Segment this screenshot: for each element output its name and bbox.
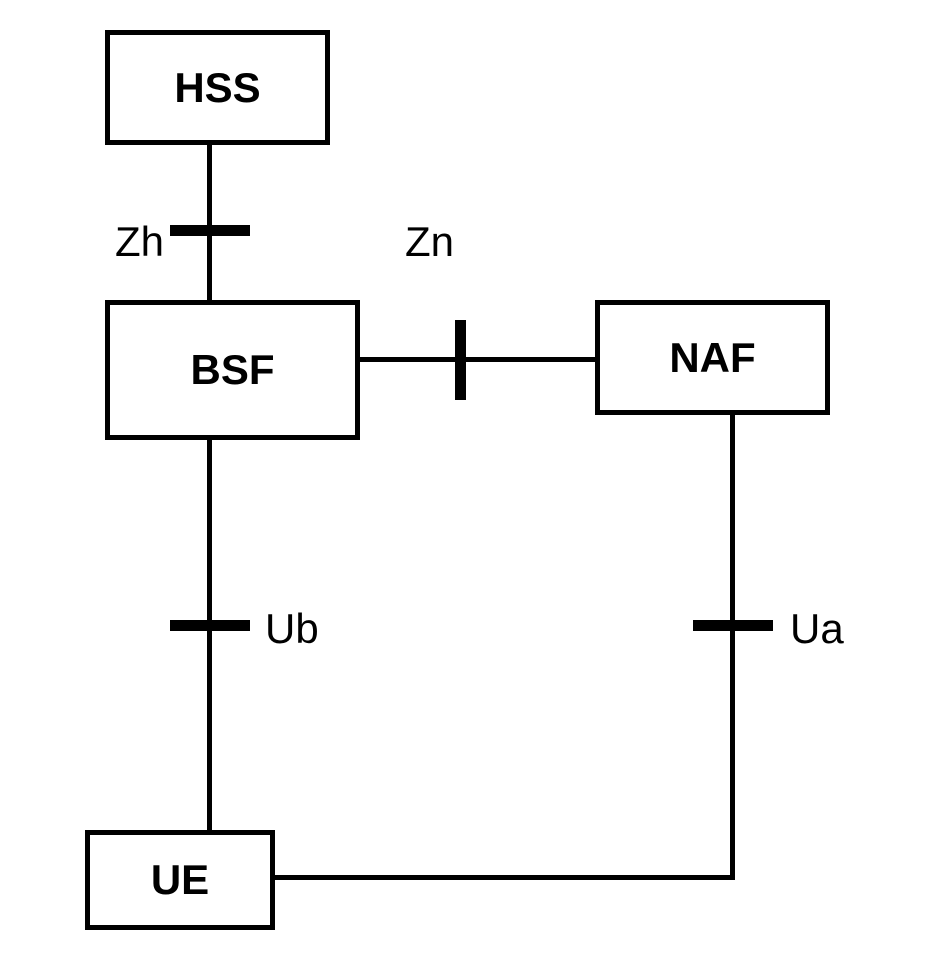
edge-ua-line-horizontal <box>275 875 735 880</box>
edge-zh-label: Zh <box>115 218 164 266</box>
node-bsf: BSF <box>105 300 360 440</box>
node-hss: HSS <box>105 30 330 145</box>
edge-ub-label: Ub <box>265 605 319 653</box>
node-naf-label: NAF <box>669 334 755 382</box>
node-naf: NAF <box>595 300 830 415</box>
node-ue-label: UE <box>151 856 209 904</box>
edge-zn-label: Zn <box>405 218 454 266</box>
edge-zh-line <box>207 145 212 300</box>
edge-ua-line-vertical <box>730 415 735 880</box>
network-diagram: Zh Zn Ub Ua HSS BSF NAF UE <box>0 0 943 970</box>
node-hss-label: HSS <box>174 64 260 112</box>
edge-zn-tick <box>455 320 466 400</box>
edge-ub-line <box>207 440 212 830</box>
node-ue: UE <box>85 830 275 930</box>
edge-ub-tick <box>170 620 250 631</box>
edge-ua-label: Ua <box>790 605 844 653</box>
edge-zh-tick <box>170 225 250 236</box>
edge-zn-line <box>360 357 595 362</box>
node-bsf-label: BSF <box>191 346 275 394</box>
edge-ua-tick <box>693 620 773 631</box>
